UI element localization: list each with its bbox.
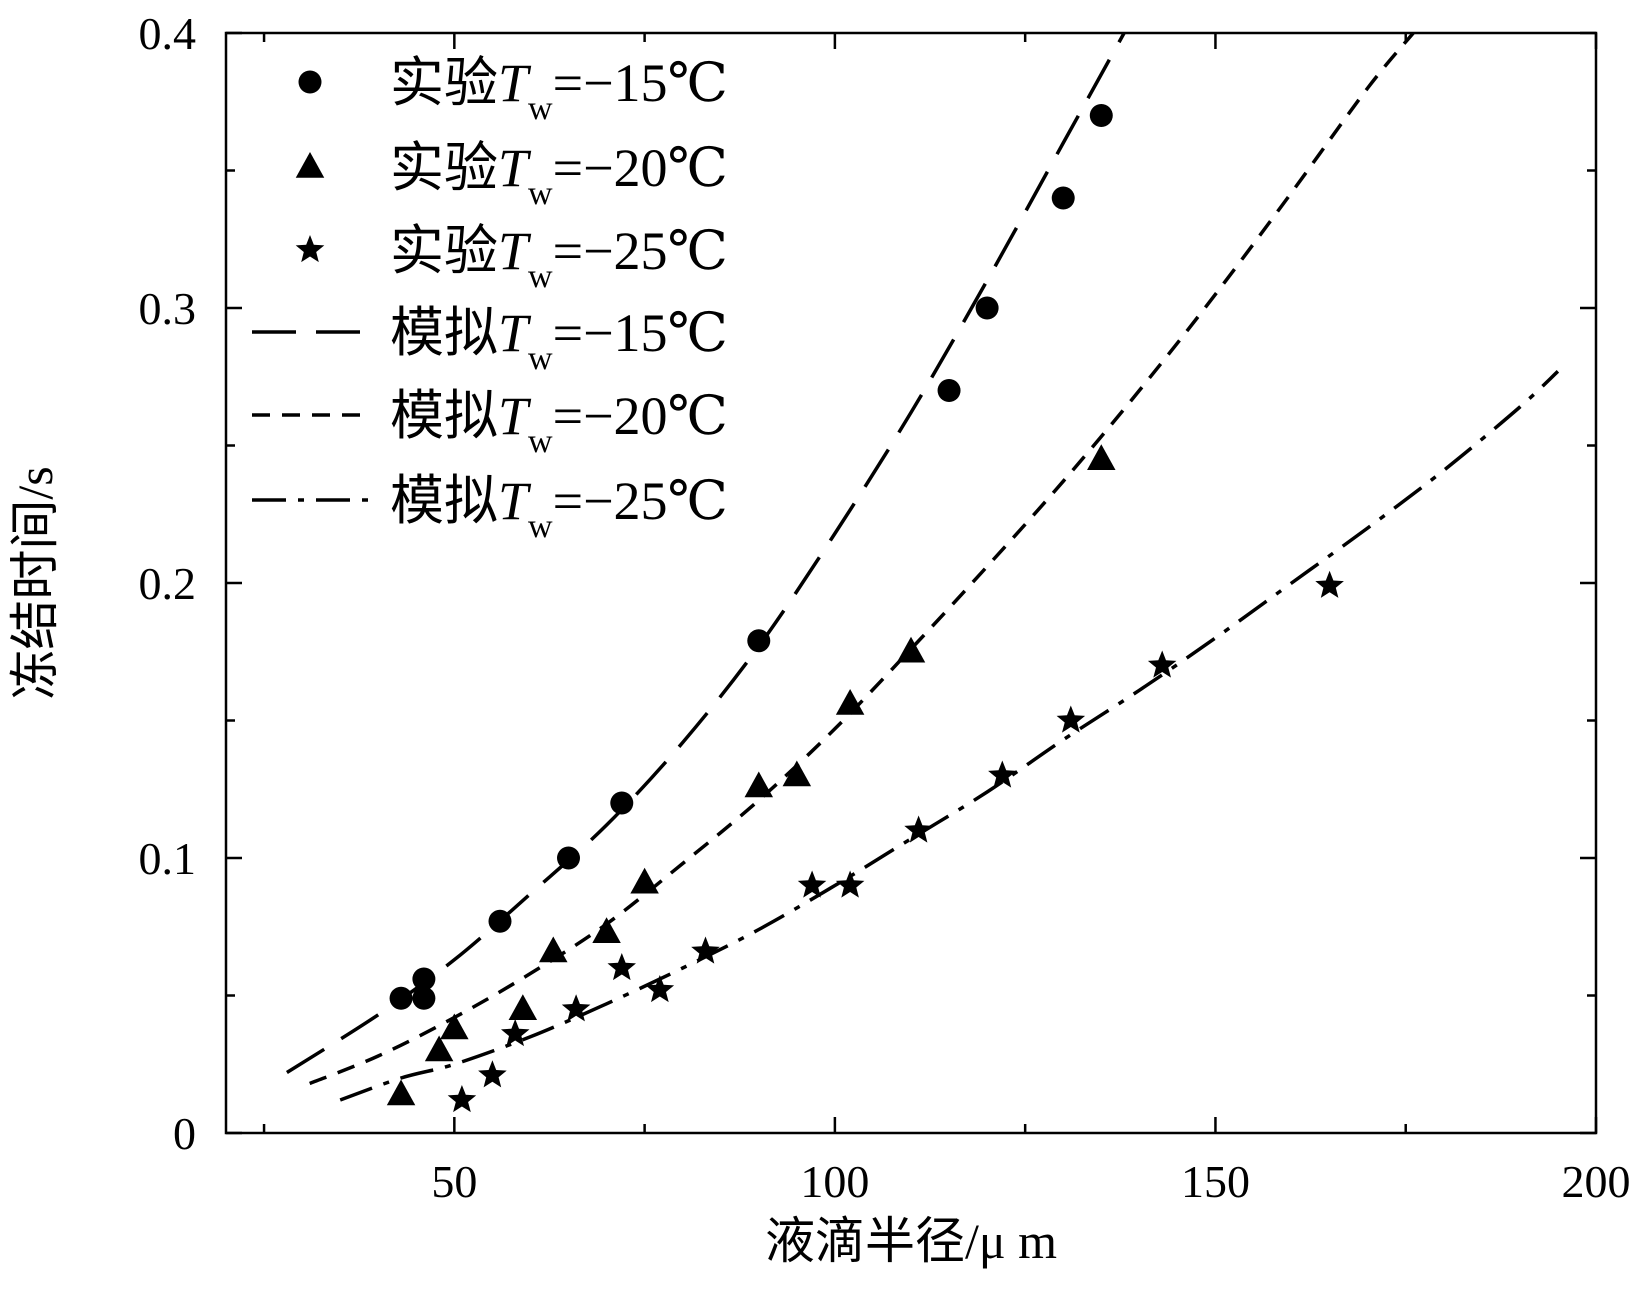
exp-point-triangle <box>835 689 865 715</box>
exp-point-circle <box>488 909 512 933</box>
exp-point-triangle <box>1087 444 1116 471</box>
exp-point-star <box>835 870 865 898</box>
exp-point-triangle <box>424 1035 454 1062</box>
experiment-points <box>386 104 1344 1113</box>
exp-point-star <box>1315 570 1344 598</box>
exp-point-circle <box>412 986 436 1010</box>
exp-point-circle <box>557 846 580 870</box>
y-tick-label: 0 <box>173 1108 196 1159</box>
legend-marker-circle <box>298 70 322 94</box>
legend-marker-star <box>295 235 325 263</box>
exp-point-triangle <box>592 917 621 944</box>
exp-point-circle <box>975 296 999 320</box>
legend-label: 模拟Tw=−15℃ <box>390 303 728 377</box>
exp-point-star <box>561 994 591 1022</box>
exp-point-star <box>478 1060 507 1088</box>
x-tick-label: 50 <box>431 1156 477 1207</box>
y-tick-label: 0.1 <box>139 833 197 884</box>
exp-point-triangle <box>782 760 812 787</box>
x-tick-label: 100 <box>800 1156 869 1207</box>
exp-point-circle <box>389 986 413 1010</box>
x-axis-title: 液滴半径/μ m <box>765 1213 1057 1269</box>
exp-point-star <box>797 870 827 898</box>
exp-point-star <box>447 1085 477 1113</box>
sim-line-3 <box>339 370 1560 1102</box>
legend-label: 实验Tw=−25℃ <box>390 221 728 295</box>
legend-label: 模拟Tw=−25℃ <box>390 471 728 545</box>
legend: 实验Tw=−15℃ 实验Tw=−20℃ 实验Tw=−25℃ 模拟Tw=−15℃ 模拟Tw… <box>252 53 728 545</box>
legend-label: 实验Tw=−20℃ <box>390 138 728 212</box>
exp-point-star <box>501 1019 530 1047</box>
legend-label: 模拟Tw=−20℃ <box>390 386 728 460</box>
exp-point-circle <box>1089 104 1113 127</box>
y-tick-label: 0.4 <box>139 8 197 59</box>
y-axis-title: 冻结时间/s <box>7 466 63 699</box>
exp-point-star <box>607 953 636 981</box>
exp-point-triangle <box>630 867 659 894</box>
exp-point-triangle <box>508 994 538 1021</box>
exp-point-circle <box>937 379 961 402</box>
exp-point-triangle <box>440 1013 469 1040</box>
x-tick-label: 150 <box>1181 1156 1250 1207</box>
exp-point-star <box>988 760 1017 788</box>
x-tick-label: 200 <box>1562 1156 1631 1207</box>
sim-line-1 <box>285 33 1126 1074</box>
exp-point-circle <box>412 967 436 991</box>
exp-point-circle <box>610 791 634 815</box>
legend-marker-triangle <box>295 152 325 178</box>
axes: 50 100 150 200 0 0.1 0.2 0.3 0.4 液滴半径/μ m 冻结时间/s <box>7 8 1631 1269</box>
exp-point-star <box>1056 705 1086 733</box>
exp-point-star <box>691 936 720 964</box>
exp-point-triangle <box>539 936 568 963</box>
y-tick-label: 0.2 <box>139 558 197 609</box>
legend-label: 实验Tw=−15℃ <box>390 53 728 127</box>
exp-point-triangle <box>744 771 774 798</box>
exp-point-star <box>904 815 933 843</box>
exp-point-triangle <box>896 636 926 663</box>
exp-point-triangle <box>386 1079 416 1106</box>
plot-frame <box>224 31 1598 1135</box>
exp-point-circle <box>1051 186 1075 210</box>
exp-point-star <box>1147 650 1177 678</box>
exp-point-star <box>645 975 675 1003</box>
y-tick-label: 0.3 <box>139 283 197 334</box>
exp-point-circle <box>747 629 771 653</box>
